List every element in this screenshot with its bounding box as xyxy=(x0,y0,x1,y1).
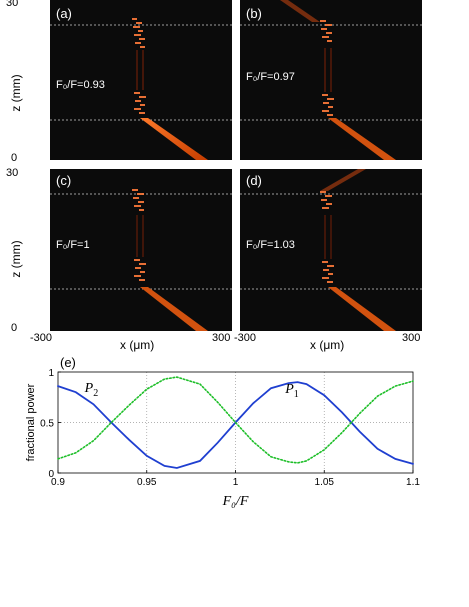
panel-a-ratio: F₀/F=0.93 xyxy=(56,79,105,91)
z-axis-label-ab: z (mm) xyxy=(9,74,23,112)
x-left-tick-c: -300 xyxy=(30,332,53,344)
series-line-p1 xyxy=(57,381,414,469)
panel-c: (c) F₀/F=1 xyxy=(50,169,232,331)
chart-e: 0.9 0.95 1 1.05 1.1 0 0.5 1 P2 P1 (e) fractional po… xyxy=(25,355,420,509)
x-tick-label: 1.05 xyxy=(315,477,335,488)
x-right-tick-d: 300 xyxy=(402,332,421,344)
x-left-tick-d: -300 xyxy=(234,332,257,344)
y-tick-label: 0 xyxy=(48,469,54,480)
panel-b-heatmap xyxy=(240,0,422,160)
panel-d-heatmap xyxy=(240,169,422,331)
x-right-tick-c: 300 xyxy=(212,332,231,344)
x-tick-label: 0.9 xyxy=(51,477,65,488)
x-tick-label: 1.1 xyxy=(406,477,420,488)
panel-b-label: (b) xyxy=(246,6,262,21)
x-tick-label: 1 xyxy=(233,477,239,488)
panel-e-label: (e) xyxy=(60,355,76,370)
z-axis-label-cd: z (mm) xyxy=(9,240,23,278)
series-label-p1: P1 xyxy=(284,382,299,400)
z-top-tick-ab: 30 xyxy=(6,0,19,9)
x-axis-label-c: x (μm) xyxy=(120,338,155,352)
panel-d-ratio: F₀/F=1.03 xyxy=(246,239,295,251)
series-label-p2: P2 xyxy=(84,381,99,399)
panel-a-label: (a) xyxy=(56,6,72,21)
panel-a-heatmap xyxy=(50,18,232,160)
z-top-tick-cd: 30 xyxy=(6,167,19,179)
y-axis-label: fractional power xyxy=(25,383,37,461)
panel-b: (b) F₀/F=0.97 xyxy=(240,0,422,160)
x-tick-label: 0.95 xyxy=(137,477,157,488)
y-tick-label: 0.5 xyxy=(40,419,54,430)
panel-c-heatmap xyxy=(50,189,232,331)
panel-d: (d) F₀/F=1.03 xyxy=(240,169,422,331)
panel-c-label: (c) xyxy=(56,173,72,188)
series-line-p2 xyxy=(57,376,414,464)
panel-d-label: (d) xyxy=(246,173,262,188)
panel-b-ratio: F₀/F=0.97 xyxy=(246,71,295,83)
x-axis-label: F₀/F xyxy=(222,494,249,509)
z-bottom-tick-cd: 0 xyxy=(11,322,18,334)
panel-a: (a) F₀/F=0.93 xyxy=(50,0,232,160)
panel-c-ratio: F₀/F=1 xyxy=(56,239,90,251)
y-tick-label: 1 xyxy=(48,368,54,379)
x-axis-label-d: x (μm) xyxy=(310,338,345,352)
z-bottom-tick-ab: 0 xyxy=(11,152,18,164)
